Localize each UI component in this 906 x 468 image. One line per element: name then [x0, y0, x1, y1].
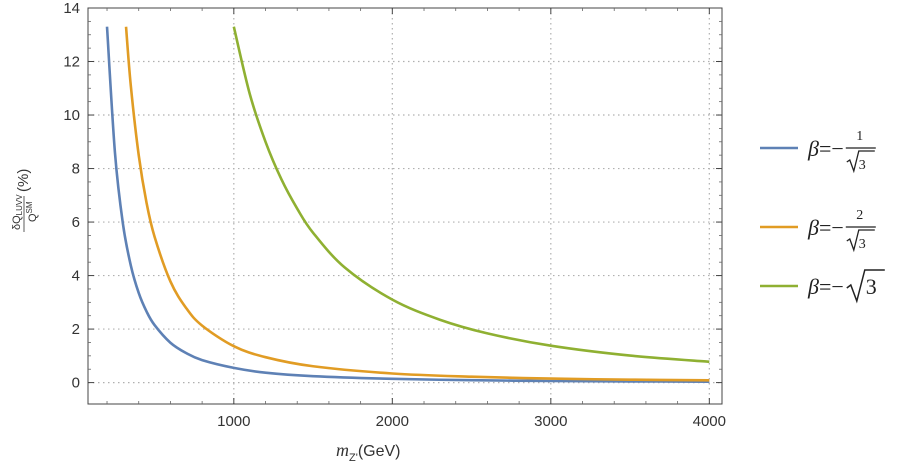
legend-sqrt-sign — [846, 150, 875, 174]
plot-frame — [87, 7, 723, 405]
y-tick-label: 10 — [63, 107, 80, 124]
y-tick-label: 4 — [72, 268, 80, 285]
legend-sqrt-sign — [846, 269, 885, 304]
curves — [105, 26, 710, 383]
svg-text:QSM: QSM — [25, 201, 39, 222]
x-axis-symbol: m — [336, 440, 349, 460]
series-line-3 — [232, 26, 710, 364]
x-axis-unit: (GeV) — [358, 443, 401, 460]
legend-label: β=− — [807, 215, 844, 240]
series-line-1 — [105, 26, 710, 383]
legend-sqrt-arg: 3 — [859, 158, 866, 173]
y-tick-label: 2 — [72, 321, 80, 338]
legend-item-2: β=− 2 3 — [760, 208, 876, 253]
legend: β=− 1 3 β=− 2 3 β=− 3 — [760, 129, 885, 304]
y-axis-denominator: Q — [27, 213, 39, 222]
x-axis-title: mZ'(GeV) — [336, 440, 401, 464]
x-tick-label: 3000 — [534, 413, 567, 430]
y-axis-numerator: δQ — [11, 215, 23, 230]
legend-sqrt-arg: 3 — [859, 237, 866, 252]
y-axis-title: δQLUVV QSM (%) — [11, 169, 39, 232]
legend-sqrt-arg: 3 — [866, 274, 877, 299]
y-axis-numerator-sub: LUVV — [15, 194, 24, 216]
axis-ticks: 1000 2000 3000 4000 0 2 4 6 8 10 12 14 — [63, 0, 726, 430]
y-tick-label: 8 — [72, 161, 80, 178]
legend-label: β=− — [807, 136, 844, 161]
legend-item-3: β=− 3 — [760, 269, 885, 304]
legend-frac-numerator: 1 — [856, 129, 863, 144]
y-axis-unit: (%) — [15, 169, 32, 192]
series-line-2 — [124, 26, 710, 382]
grid — [88, 8, 722, 404]
x-tick-label: 2000 — [376, 413, 409, 430]
svg-text:δQLUVV: δQLUVV — [11, 194, 24, 230]
legend-sqrt-sign — [846, 229, 875, 253]
legend-label: β=− — [807, 274, 844, 299]
y-tick-label: 6 — [72, 214, 80, 231]
y-tick-label: 14 — [63, 0, 80, 17]
legend-item-1: β=− 1 3 — [760, 129, 876, 174]
legend-frac-numerator: 2 — [856, 208, 863, 223]
y-tick-label: 0 — [72, 375, 80, 392]
x-tick-label: 1000 — [217, 413, 250, 430]
y-axis-denominator-sup: SM — [25, 201, 34, 213]
x-tick-label: 4000 — [693, 413, 726, 430]
y-tick-label: 12 — [63, 54, 80, 71]
x-axis-subscript: Z' — [349, 452, 358, 464]
